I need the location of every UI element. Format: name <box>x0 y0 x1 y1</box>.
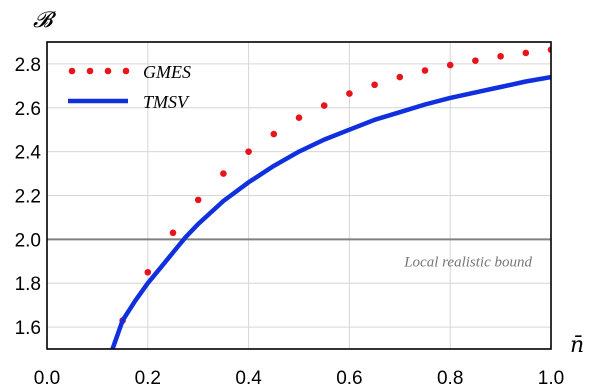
gmes-point <box>220 170 227 177</box>
y-tick-label: 1.8 <box>15 274 41 295</box>
gmes-point <box>447 62 454 69</box>
legend-gmes-marker <box>69 68 76 75</box>
x-tick-label: 0.2 <box>135 368 161 389</box>
reference-line-group: Local realistic bound <box>47 239 551 270</box>
legend-gmes-marker <box>105 68 112 75</box>
x-axis-title: n̄ <box>570 333 584 358</box>
legend: GMES TMSV <box>68 62 191 112</box>
tick-labels: 0.0 0.2 0.4 0.6 0.8 1.0 1.6 1.8 2.0 2.2 2.4 2.6 2.8 <box>15 55 565 389</box>
gmes-point <box>145 269 152 276</box>
y-tick-label: 1.6 <box>15 318 41 339</box>
y-tick-label: 2.2 <box>15 187 41 208</box>
gmes-point <box>422 67 429 74</box>
legend-tmsv-label: TMSV <box>143 92 190 112</box>
grid <box>47 42 551 349</box>
gmes-point <box>472 57 479 64</box>
local-realistic-bound-label: Local realistic bound <box>403 254 532 270</box>
legend-gmes-marker <box>123 68 130 75</box>
x-tick-label: 0.8 <box>437 368 463 389</box>
y-tick-label: 2.8 <box>15 55 41 76</box>
gmes-point <box>346 90 353 97</box>
gmes-point <box>497 53 504 60</box>
gmes-point <box>523 50 530 57</box>
gmes-point <box>271 131 278 138</box>
gmes-point <box>170 229 177 236</box>
y-tick-label: 2.6 <box>15 99 41 120</box>
x-tick-label: 1.0 <box>538 368 564 389</box>
x-tick-label: 0.4 <box>235 368 262 389</box>
gmes-point <box>245 148 252 155</box>
tmsv-line <box>113 77 552 349</box>
y-axis-title: 𝓑 <box>33 8 57 33</box>
gmes-point <box>195 197 202 204</box>
x-tick-label: 0.6 <box>336 368 362 389</box>
gmes-point <box>397 74 404 81</box>
legend-gmes-marker <box>87 68 94 75</box>
gmes-point <box>321 102 328 109</box>
gmes-point <box>371 81 378 88</box>
x-tick-label: 0.0 <box>34 368 60 389</box>
gmes-point <box>296 114 303 121</box>
y-tick-label: 2.0 <box>15 230 41 251</box>
y-tick-label: 2.4 <box>15 143 42 164</box>
legend-gmes-label: GMES <box>143 62 191 82</box>
